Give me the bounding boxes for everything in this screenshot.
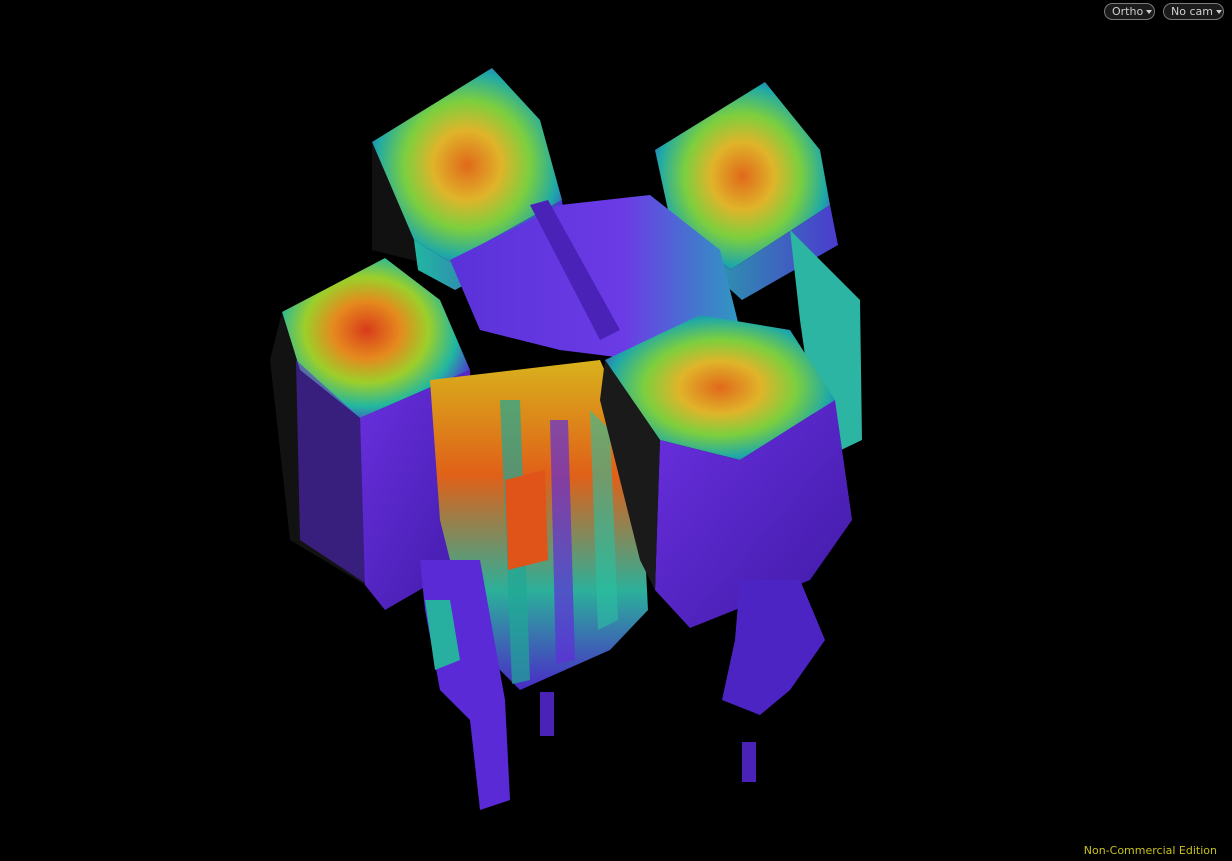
mesh-leg-left — [420, 560, 510, 810]
mesh-leg-right — [722, 580, 825, 715]
edition-label: Non-Commercial Edition — [1083, 844, 1217, 857]
chevron-down-icon — [1146, 10, 1153, 14]
projection-menu-button[interactable]: Ortho — [1104, 3, 1155, 20]
camera-menu-label: No cam — [1171, 5, 1213, 18]
mesh-fragment — [540, 692, 554, 736]
mesh-fragment — [742, 742, 756, 782]
mesh-block-front-right — [600, 315, 852, 628]
chevron-down-icon — [1215, 10, 1222, 14]
projection-menu-label: Ortho — [1112, 5, 1144, 18]
camera-menu-button[interactable]: No cam — [1163, 3, 1224, 20]
mesh-block-center-top — [450, 195, 740, 360]
mesh-block-back-right — [655, 82, 862, 460]
